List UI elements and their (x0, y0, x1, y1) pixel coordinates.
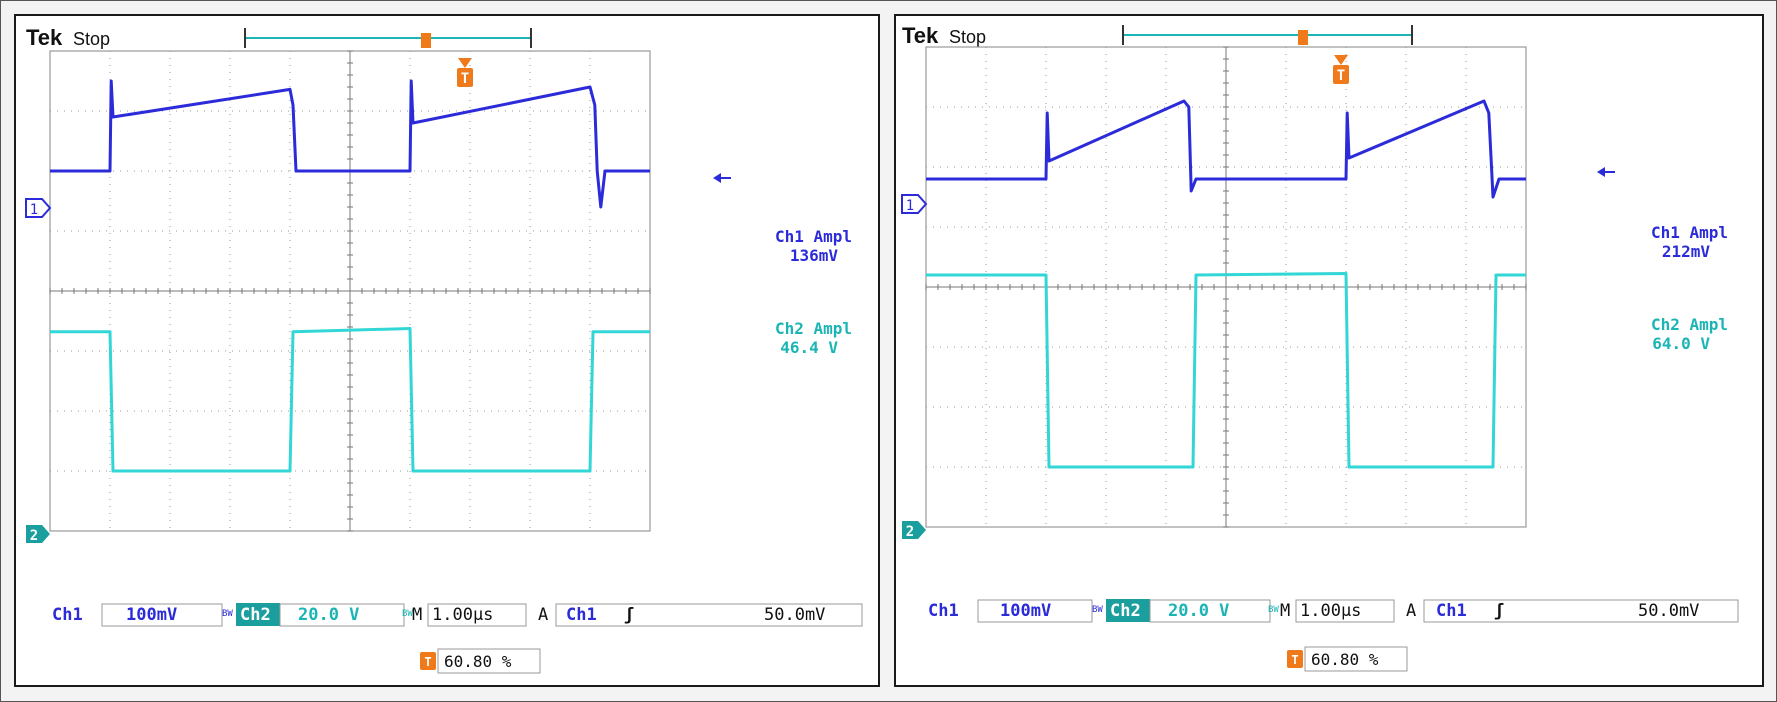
ch1-bandwidth-limit: BW (1092, 605, 1103, 615)
ch1-label: Ch1 (928, 601, 959, 621)
scope-screen-left: Tek Stop T 1 2 (25, 25, 863, 674)
ch2-measurement-value: 64.0 V (1652, 334, 1710, 353)
svg-text:T: T (461, 71, 469, 87)
trigger-position-readout: T 60.80 % (420, 648, 541, 674)
timebase-prefix: M (1280, 601, 1290, 621)
waveform-traces (50, 79, 650, 473)
record-view-bar (1122, 25, 1413, 45)
svg-text:1: 1 (30, 202, 38, 218)
trigger-level: 50.0mV (1638, 601, 1699, 621)
svg-text:T: T (1337, 68, 1345, 84)
ch2-label: Ch2 (1110, 601, 1141, 621)
acquisition-state: Stop (73, 29, 110, 49)
ch1-scale: 100mV (1000, 601, 1051, 621)
ch1-measurement-value: 212mV (1662, 242, 1711, 261)
ch2-measurement-label: Ch2 Ampl (775, 319, 852, 338)
ch1-scale: 100mV (126, 605, 177, 625)
svg-text:1: 1 (906, 198, 914, 214)
trigger-level: 50.0mV (764, 605, 825, 625)
ch1-ground-marker: 1 (25, 198, 52, 218)
waveform-traces (926, 99, 1526, 469)
ch1-bandwidth-limit: BW (222, 609, 233, 619)
ch1-measurement-value: 136mV (790, 246, 839, 265)
acquisition-mode: A (1406, 601, 1416, 621)
svg-text:T: T (424, 655, 431, 669)
ch2-waveform (50, 327, 650, 473)
ch2-bandwidth-limit: BW (402, 609, 413, 619)
ch1-ground-marker: 1 (901, 194, 928, 214)
trigger-marker: T (457, 58, 473, 87)
ch1-waveform (926, 99, 1526, 199)
trigger-position-value: 60.80 % (1311, 650, 1379, 669)
scope-screen-right: Tek Stop T 1 2 (901, 23, 1739, 672)
svg-text:2: 2 (30, 528, 38, 544)
timebase-value: 1.00µs (1300, 601, 1361, 621)
ch1-waveform (50, 79, 650, 209)
ch1-measurement-label: Ch1 Ampl (775, 227, 852, 246)
ch2-scale: 20.0 V (298, 605, 359, 625)
scope-panel-left: Tek Stop T 1 2 (14, 14, 880, 687)
status-bar: Ch1 100mV BW Ch2 20.0 V BW M 1.00µs A Ch… (52, 603, 863, 627)
graticule-grid (925, 46, 1527, 528)
timebase-prefix: M (412, 605, 422, 625)
timebase-value: 1.00µs (432, 605, 493, 625)
ch1-measurement-label: Ch1 Ampl (1651, 223, 1728, 242)
trigger-marker: T (1333, 55, 1349, 84)
brand-label: Tek (902, 23, 939, 48)
ch2-waveform (926, 272, 1526, 469)
trigger-slope-icon: ʃ (624, 605, 634, 625)
trigger-level-arrow (1597, 167, 1615, 177)
record-view-bar (244, 28, 532, 48)
svg-text:T: T (1291, 653, 1298, 667)
trigger-source: Ch1 (566, 605, 597, 625)
trigger-source: Ch1 (1436, 601, 1467, 621)
ch1-label: Ch1 (52, 605, 83, 625)
trigger-position-value: 60.80 % (444, 652, 512, 671)
acquisition-state: Stop (949, 27, 986, 47)
ch2-measurement-label: Ch2 Ampl (1651, 315, 1728, 334)
svg-text:2: 2 (906, 524, 914, 540)
status-bar: Ch1 100mV BW Ch2 20.0 V BW M 1.00µs A Ch… (928, 599, 1739, 623)
trigger-level-arrow (713, 173, 731, 183)
acquisition-mode: A (538, 605, 548, 625)
trigger-slope-icon: ʃ (1494, 601, 1504, 621)
ch2-scale: 20.0 V (1168, 601, 1229, 621)
brand-label: Tek (26, 25, 63, 50)
graticule-grid (49, 50, 651, 532)
ch2-measurement-value: 46.4 V (780, 338, 838, 357)
ch2-ground-marker: 2 (902, 521, 926, 540)
trigger-position-readout: T 60.80 % (1287, 646, 1408, 672)
ch2-bandwidth-limit: BW (1268, 605, 1279, 615)
ch2-label: Ch2 (240, 605, 271, 625)
scope-panel-right: Tek Stop T 1 2 (894, 14, 1764, 687)
ch2-ground-marker: 2 (26, 525, 50, 544)
